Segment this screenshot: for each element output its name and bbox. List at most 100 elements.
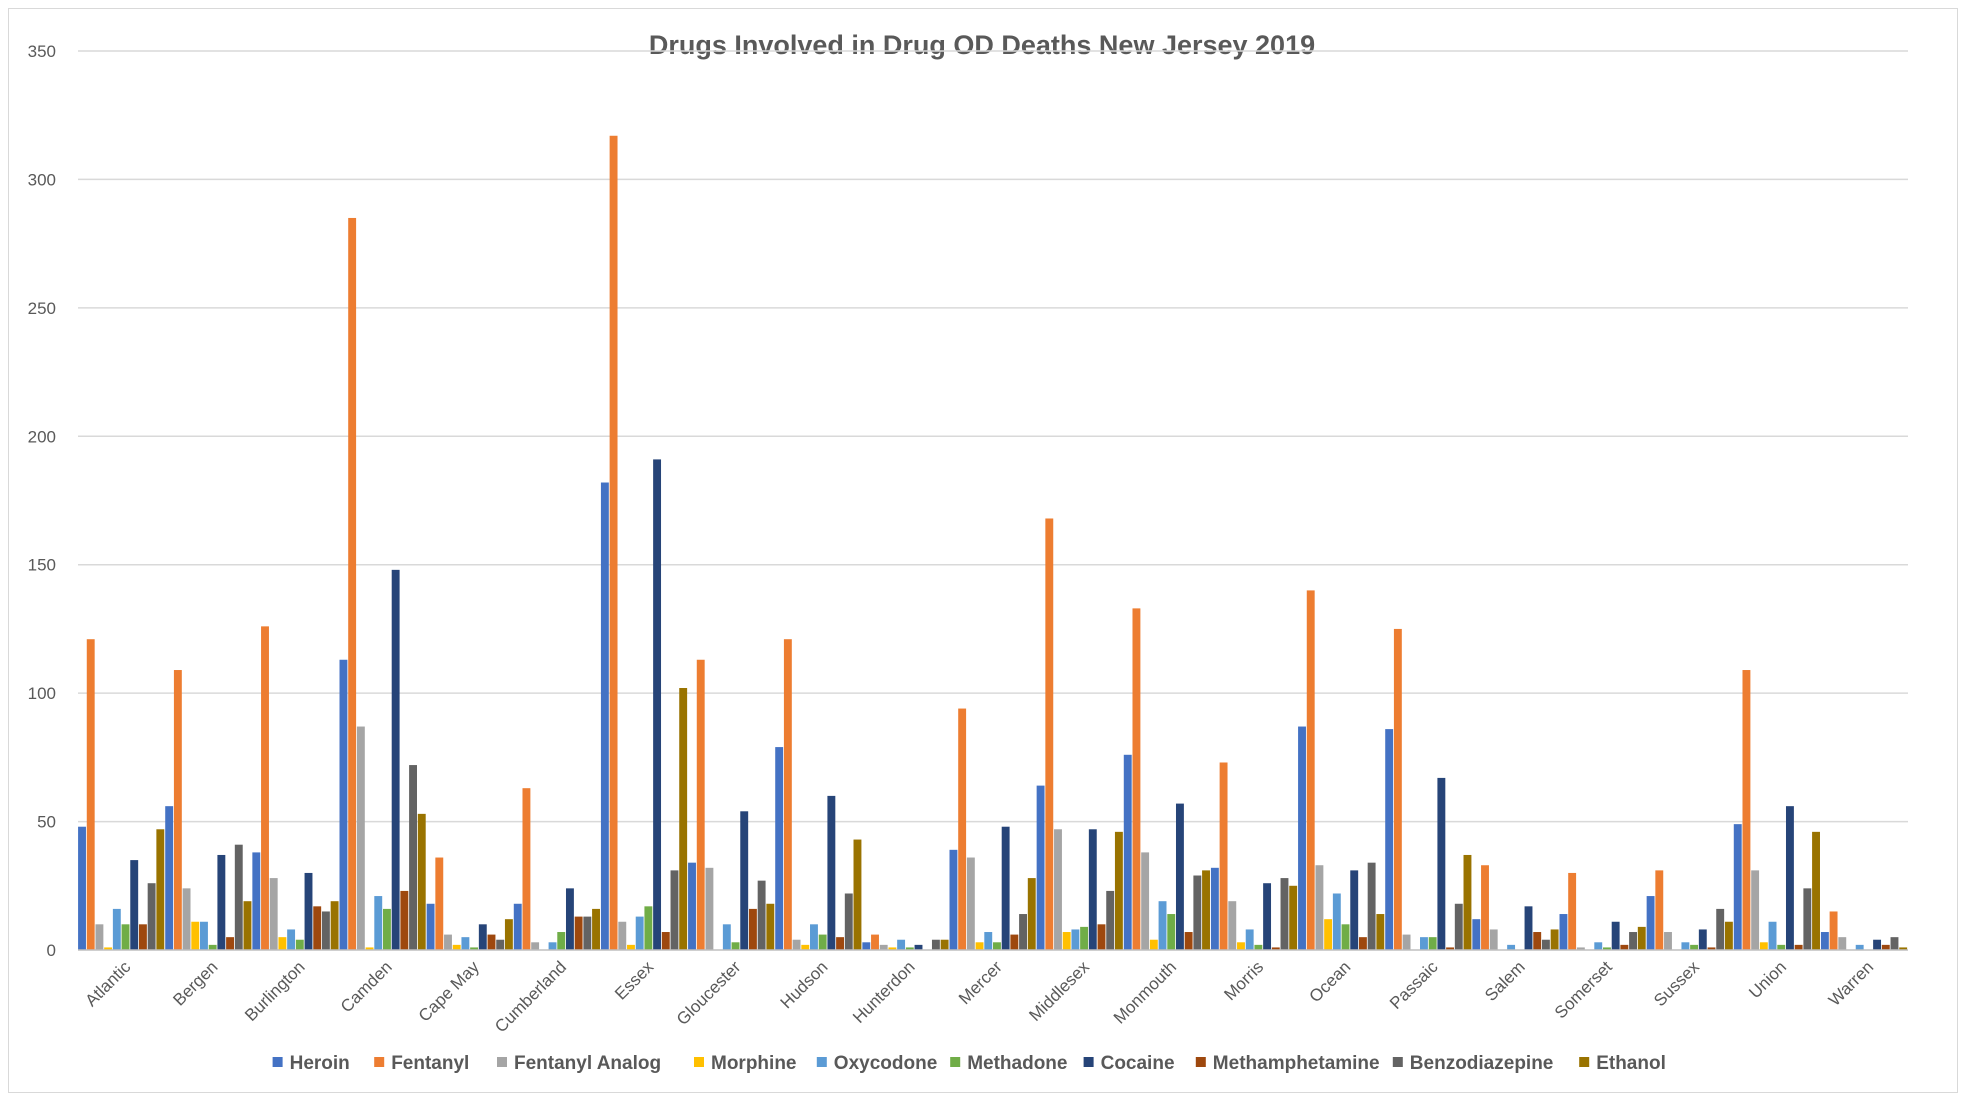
x-tick-label: Bergen xyxy=(169,957,221,1009)
legend-label: Morphine xyxy=(711,1053,797,1074)
bar-fentanyl-atlantic xyxy=(86,639,95,950)
bar-ethanol-union xyxy=(1812,831,1820,950)
bar-methamphetamine-middlesex xyxy=(1097,924,1106,950)
bar-cocaine-cumberland xyxy=(565,888,574,950)
bar-methadone-middlesex xyxy=(1080,926,1089,950)
legend-label: Heroin xyxy=(290,1053,350,1074)
bar-fentanyl-analog-essex xyxy=(618,921,627,950)
bar-oxycodone-morris xyxy=(1245,929,1254,950)
bar-oxycodone-somerset xyxy=(1594,942,1603,950)
bar-ethanol-cumberland xyxy=(592,908,600,950)
bar-morphine-hudson xyxy=(801,944,810,950)
bar-oxycodone-sussex xyxy=(1681,942,1690,950)
bar-fentanyl-analog-ocean xyxy=(1315,865,1324,950)
bar-heroin-cape-may xyxy=(426,903,435,950)
bar-morphine-union xyxy=(1759,942,1768,950)
y-tick-label: 150 xyxy=(28,556,56,575)
bar-methamphetamine-camden xyxy=(400,890,409,950)
bar-oxycodone-hunterdon xyxy=(897,939,906,950)
bar-benzodiazepine-mercer xyxy=(1019,914,1027,950)
legend-swatch xyxy=(1083,1057,1094,1067)
x-tick-label: Gloucester xyxy=(673,957,745,1029)
y-tick-label: 0 xyxy=(47,941,56,960)
bar-benzodiazepine-middlesex xyxy=(1106,890,1115,950)
bar-methadone-essex xyxy=(644,906,653,950)
bar-methadone-mercer xyxy=(993,942,1001,950)
bar-fentanyl-analog-salem xyxy=(1489,929,1498,950)
bar-benzodiazepine-essex xyxy=(670,870,679,950)
bar-heroin-mercer xyxy=(949,849,958,950)
bar-benzodiazepine-cape-may xyxy=(496,939,505,950)
x-tick-label: Union xyxy=(1745,957,1790,1002)
bar-heroin-middlesex xyxy=(1036,785,1045,950)
bar-heroin-somerset xyxy=(1559,914,1568,950)
bar-benzodiazepine-burlington xyxy=(321,911,330,950)
bar-heroin-burlington xyxy=(252,852,261,950)
bar-methamphetamine-morris xyxy=(1271,947,1280,950)
bar-fentanyl-analog-burlington xyxy=(269,878,278,950)
bar-heroin-morris xyxy=(1210,867,1219,950)
bar-methadone-union xyxy=(1777,944,1786,950)
x-tick-label: Salem xyxy=(1481,957,1529,1005)
x-tick-label: Atlantic xyxy=(82,957,135,1010)
bar-heroin-camden xyxy=(339,659,348,950)
bar-fentanyl-essex xyxy=(609,135,618,950)
bar-oxycodone-burlington xyxy=(287,929,296,950)
legend-swatch xyxy=(694,1057,704,1067)
bar-cocaine-hunterdon xyxy=(914,944,923,950)
bar-benzodiazepine-morris xyxy=(1280,878,1289,950)
bar-oxycodone-bergen xyxy=(200,921,208,950)
bar-fentanyl-ocean xyxy=(1306,590,1315,950)
bar-methamphetamine-passaic xyxy=(1446,947,1455,950)
bar-ethanol-warren xyxy=(1899,947,1908,950)
bar-ethanol-mercer xyxy=(1027,878,1036,950)
bar-methadone-atlantic xyxy=(121,924,130,950)
legend: Heroin Fentanyl Fentanyl Analog Morphine Oxy… xyxy=(272,1053,1666,1074)
bar-methadone-somerset xyxy=(1603,947,1611,950)
bar-heroin-passaic xyxy=(1385,729,1394,950)
legend-label: Fentanyl Analog xyxy=(514,1053,661,1074)
y-tick-label: 350 xyxy=(28,42,56,61)
bar-fentanyl-analog-cape-may xyxy=(444,934,452,950)
bar-heroin-gloucester xyxy=(688,862,696,950)
bar-fentanyl-somerset xyxy=(1568,872,1577,950)
bar-fentanyl-analog-atlantic xyxy=(95,924,104,950)
legend-label: Benzodiazepine xyxy=(1410,1053,1554,1074)
bar-methamphetamine-somerset xyxy=(1620,944,1629,950)
x-tick-label: Monmouth xyxy=(1110,957,1180,1027)
x-tick-label: Hudson xyxy=(777,957,832,1012)
bar-ethanol-bergen xyxy=(243,901,252,950)
bar-morphine-burlington xyxy=(278,937,287,950)
bar-fentanyl-analog-somerset xyxy=(1576,947,1585,950)
bar-morphine-mercer xyxy=(975,942,984,950)
bar-fentanyl-analog-cumberland xyxy=(531,942,540,950)
bar-ethanol-passaic xyxy=(1463,854,1472,950)
bar-cocaine-passaic xyxy=(1437,777,1446,950)
bar-heroin-cumberland xyxy=(513,903,522,950)
bar-heroin-bergen xyxy=(165,806,174,950)
bar-heroin-hunterdon xyxy=(862,942,871,950)
x-tick-label: Ocean xyxy=(1306,957,1355,1006)
legend-swatch xyxy=(1195,1057,1206,1067)
bar-morphine-atlantic xyxy=(104,947,113,950)
legend-swatch xyxy=(272,1057,283,1067)
y-tick-label: 250 xyxy=(28,299,56,318)
bar-methadone-bergen xyxy=(208,944,217,950)
bar-fentanyl-warren xyxy=(1829,911,1838,950)
bar-methamphetamine-union xyxy=(1794,944,1803,950)
bar-fentanyl-analog-hudson xyxy=(792,939,801,950)
bar-heroin-hudson xyxy=(775,747,784,950)
x-tick-label: Warren xyxy=(1825,957,1877,1009)
bar-benzodiazepine-passaic xyxy=(1454,903,1463,950)
bar-oxycodone-hudson xyxy=(810,924,818,950)
bar-ethanol-middlesex xyxy=(1114,831,1123,950)
bar-benzodiazepine-sussex xyxy=(1716,908,1725,950)
bar-methadone-hunterdon xyxy=(905,947,914,950)
bar-methamphetamine-cumberland xyxy=(574,916,583,950)
bar-morphine-hunterdon xyxy=(888,947,897,950)
bar-cocaine-sussex xyxy=(1698,929,1707,950)
bar-methadone-cape-may xyxy=(470,947,479,950)
bar-methamphetamine-salem xyxy=(1533,932,1542,950)
legend-label: Methamphetamine xyxy=(1213,1053,1380,1074)
